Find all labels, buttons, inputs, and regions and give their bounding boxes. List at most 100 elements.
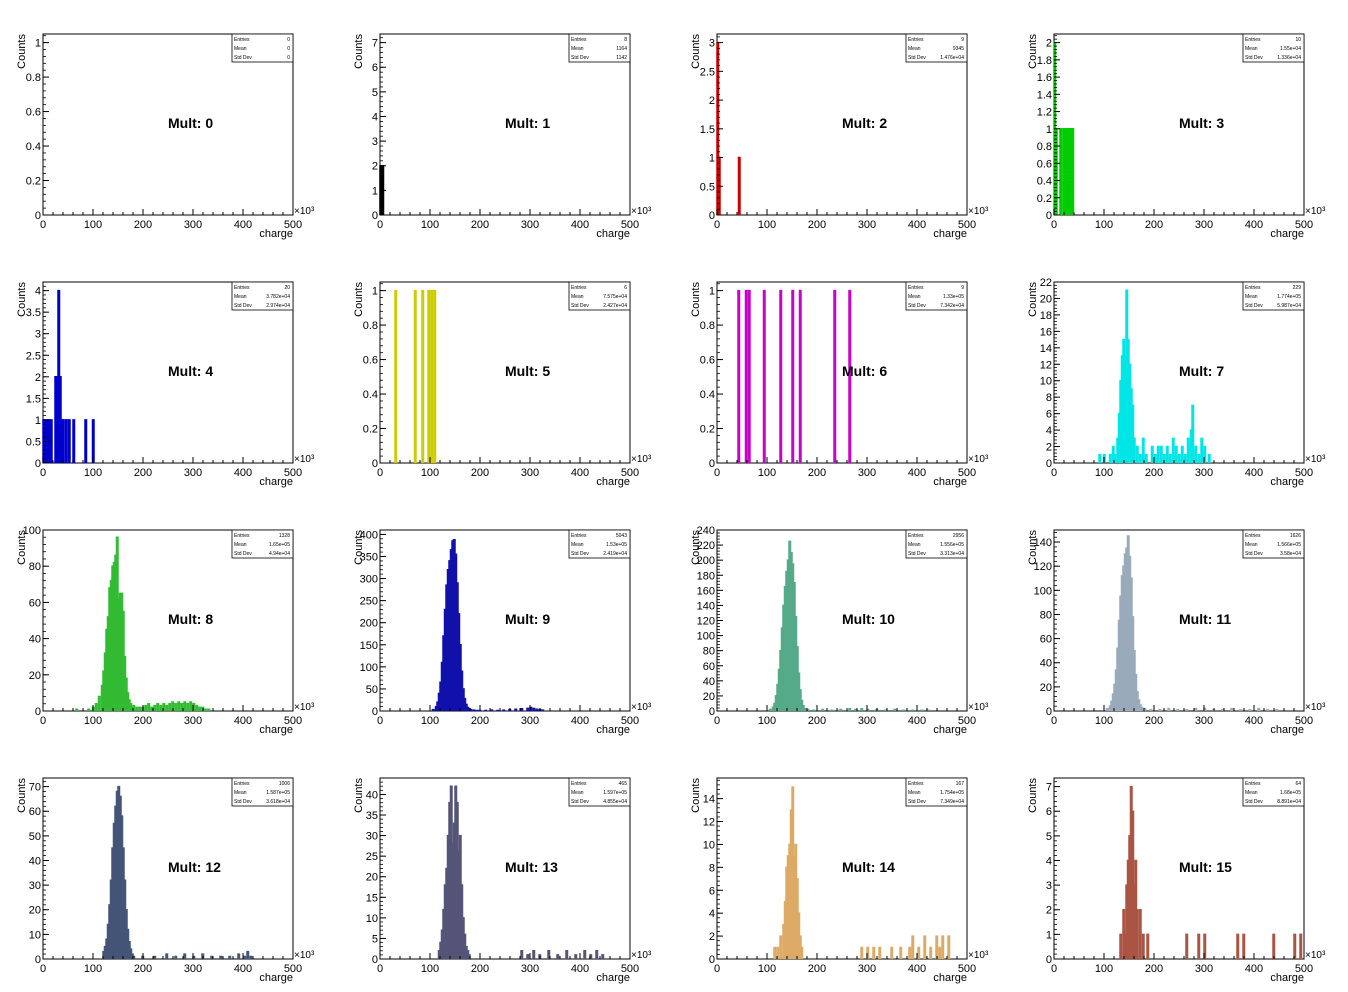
stats-key-1: Mean <box>1245 790 1258 796</box>
x-scale-label: ×10³ <box>631 206 652 217</box>
histogram-bin <box>186 703 190 711</box>
x-axis-label: charge <box>596 476 630 488</box>
y-tick-label: 2 <box>709 931 715 943</box>
histogram-bin <box>421 289 425 463</box>
histogram-bin <box>1203 445 1207 463</box>
plot-frame <box>716 281 968 464</box>
histogram-bin <box>207 708 211 711</box>
histogram-bin <box>899 946 903 959</box>
histogram-bin <box>97 695 101 711</box>
histogram-bin <box>75 708 79 711</box>
stats-key-0: Entries <box>234 37 250 43</box>
x-scale-label: ×10³ <box>968 950 989 961</box>
y-tick-label: 1.5 <box>700 124 715 136</box>
x-tick-label: 0 <box>40 467 46 479</box>
y-tick-label: 0.2 <box>26 176 41 188</box>
histogram-bin <box>174 703 178 711</box>
x-tick-label: 400 <box>234 963 252 975</box>
stats-value-1: 1.754e+05 <box>940 790 964 796</box>
y-tick-label: 1 <box>35 38 41 50</box>
histogram-bin <box>1203 933 1207 959</box>
y-tick-label: 0.6 <box>26 107 41 119</box>
histogram-bin <box>165 704 169 711</box>
histogram-bin <box>84 419 88 463</box>
y-tick-label: 0.6 <box>700 355 715 367</box>
y-tick-label: 140 <box>697 600 715 612</box>
stats-key-2: Std Dev <box>1245 799 1263 805</box>
histogram-bin <box>1174 445 1178 463</box>
x-tick-label: 300 <box>858 219 876 231</box>
histogram-bin <box>135 706 139 711</box>
x-tick-label: 0 <box>714 715 720 727</box>
y-tick-label: 220 <box>697 540 715 552</box>
x-tick-label: 400 <box>234 467 252 479</box>
histogram-pad-13: 0 100 200 300 400 500 0 5 10 15 20 25 30 35 40 charge×1… <box>353 777 652 984</box>
stats-value-0: 20 <box>284 285 290 291</box>
histogram-bin <box>174 955 178 959</box>
x-scale-label: ×10³ <box>294 206 315 217</box>
y-tick-label: 50 <box>29 831 41 843</box>
y-tick-label: 6 <box>1046 409 1052 421</box>
y-tick-label: 8 <box>709 862 715 874</box>
x-tick-label: 500 <box>958 219 976 231</box>
y-tick-label: 20 <box>366 872 378 884</box>
x-axis-label: charge <box>259 228 293 240</box>
histogram-bin <box>1159 445 1163 463</box>
stats-value-1: 1.597e+05 <box>603 790 627 796</box>
y-tick-label: 7 <box>372 38 378 50</box>
histogram-bin <box>1239 709 1243 711</box>
histogram-bin <box>1162 454 1166 463</box>
stats-value-0: 0 <box>287 37 290 43</box>
histogram-bin <box>144 704 148 711</box>
histogram-bin <box>860 707 864 711</box>
stats-value-2: 2.419e+04 <box>603 551 627 557</box>
stats-box <box>1242 281 1305 311</box>
x-tick-label: 400 <box>571 715 589 727</box>
histogram-pad-0: 0 100 200 300 400 500 0 0.2 0.4 0.6 0.8 1 charge×10³… <box>16 33 315 240</box>
x-tick-label: 0 <box>1051 219 1057 231</box>
stats-key-1: Mean <box>908 294 921 300</box>
histogram-bin <box>1185 933 1189 959</box>
x-tick-label: 100 <box>1095 963 1113 975</box>
histogram-bin <box>1113 454 1117 463</box>
multiplicity-label: Mult: 5 <box>505 363 550 379</box>
histogram-bin <box>526 954 530 959</box>
y-tick-label: 0.2 <box>700 424 715 436</box>
histogram-bin <box>860 946 864 959</box>
x-axis-label: charge <box>1270 228 1304 240</box>
y-axis-label: Counts <box>16 34 28 69</box>
x-axis-label: charge <box>933 972 967 984</box>
stats-value-2: 7.342e+04 <box>940 303 964 309</box>
y-tick-label: 120 <box>697 616 715 628</box>
y-tick-label: 15 <box>366 892 378 904</box>
y-tick-label: 4 <box>35 286 41 298</box>
histogram-bin <box>1138 454 1142 463</box>
x-tick-label: 400 <box>908 219 926 231</box>
y-tick-label: 3 <box>35 329 41 341</box>
histogram-bin <box>165 953 169 959</box>
y-tick-label: 6 <box>709 885 715 897</box>
y-tick-label: 0.8 <box>26 72 41 84</box>
multiplicity-label: Mult: 1 <box>505 115 550 131</box>
stats-key-2: Std Dev <box>234 551 252 557</box>
x-axis-label: charge <box>933 476 967 488</box>
histogram-bin <box>1171 437 1175 463</box>
y-tick-label: 0 <box>709 954 715 966</box>
stats-value-0: 6 <box>624 285 627 291</box>
y-tick-label: 1.8 <box>1037 55 1052 67</box>
y-tick-label: 1.4 <box>1037 89 1052 101</box>
histogram-bin <box>884 709 888 711</box>
stats-value-0: 64 <box>1295 781 1301 787</box>
stats-value-0: 8 <box>624 37 627 43</box>
x-tick-label: 0 <box>377 715 383 727</box>
y-axis-label: Counts <box>690 530 702 565</box>
stats-value-2: 2.427e+04 <box>603 303 627 309</box>
y-tick-label: 100 <box>23 525 41 537</box>
y-tick-label: 80 <box>29 561 41 573</box>
x-tick-label: 400 <box>908 467 926 479</box>
x-tick-label: 100 <box>421 963 439 975</box>
x-axis-label: charge <box>259 476 293 488</box>
multiplicity-label: Mult: 14 <box>842 859 895 875</box>
y-tick-label: 3 <box>709 38 715 50</box>
